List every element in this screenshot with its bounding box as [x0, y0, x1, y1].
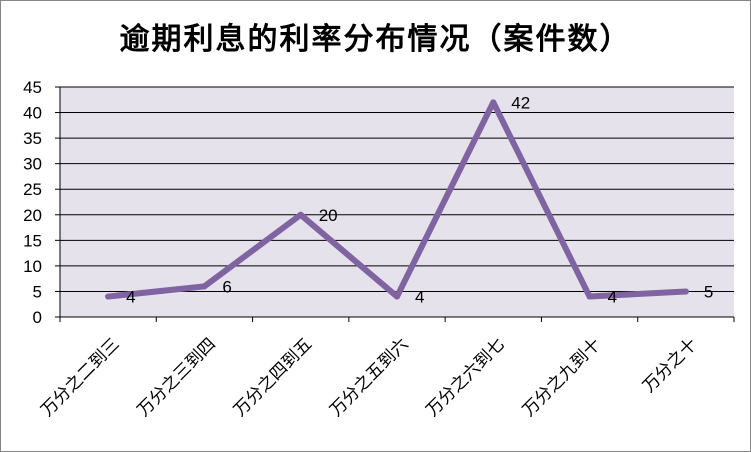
data-label: 42 — [511, 93, 530, 112]
data-point — [682, 288, 689, 295]
chart-title: 逾期利息的利率分布情况（案件数） — [119, 22, 632, 57]
x-tick-label: 万分之三到四 — [134, 334, 220, 420]
y-tick-label: 30 — [23, 155, 42, 174]
data-label: 4 — [608, 288, 617, 307]
data-point — [105, 293, 112, 300]
data-point — [297, 211, 304, 218]
x-tick-label: 万分之六到七 — [423, 334, 509, 420]
x-tick-label: 万分之四到五 — [230, 334, 316, 420]
series-layer — [105, 99, 689, 300]
y-tick-label: 20 — [23, 206, 42, 225]
gridlines — [60, 86, 734, 318]
data-point — [201, 283, 208, 290]
data-labels: 4 6 20 4 42 4 5 — [126, 93, 713, 306]
x-tick-label: 万分之十 — [639, 334, 701, 396]
x-tick-label: 万分之二到三 — [37, 334, 123, 420]
y-tick-label: 35 — [23, 129, 42, 148]
axes — [59, 87, 734, 318]
y-tick-label: 45 — [23, 78, 42, 97]
y-tick-label: 0 — [33, 308, 42, 327]
plot-area — [60, 87, 734, 317]
x-axis-ticks: 万分之二到三 万分之三到四 万分之四到五 万分之五到六 万分之六到七 万分之九到十 万分之十 — [37, 317, 735, 421]
y-tick-label: 15 — [23, 231, 42, 250]
x-tick-label: 万分之九到十 — [519, 334, 605, 420]
y-tick-label: 10 — [23, 257, 42, 276]
data-label: 4 — [415, 288, 424, 307]
y-tick-label: 25 — [23, 180, 42, 199]
x-tick-label: 万分之五到六 — [326, 334, 412, 420]
data-point — [490, 99, 497, 106]
data-label: 6 — [222, 277, 231, 296]
data-label: 20 — [319, 206, 338, 225]
data-point — [394, 293, 400, 300]
y-tick-label: 40 — [23, 104, 42, 123]
data-point — [586, 293, 593, 300]
data-label: 5 — [704, 282, 713, 301]
y-tick-label: 5 — [33, 282, 42, 301]
y-axis-ticks: 0 5 10 15 20 25 30 35 40 45 — [23, 78, 60, 327]
data-label: 4 — [126, 288, 135, 307]
